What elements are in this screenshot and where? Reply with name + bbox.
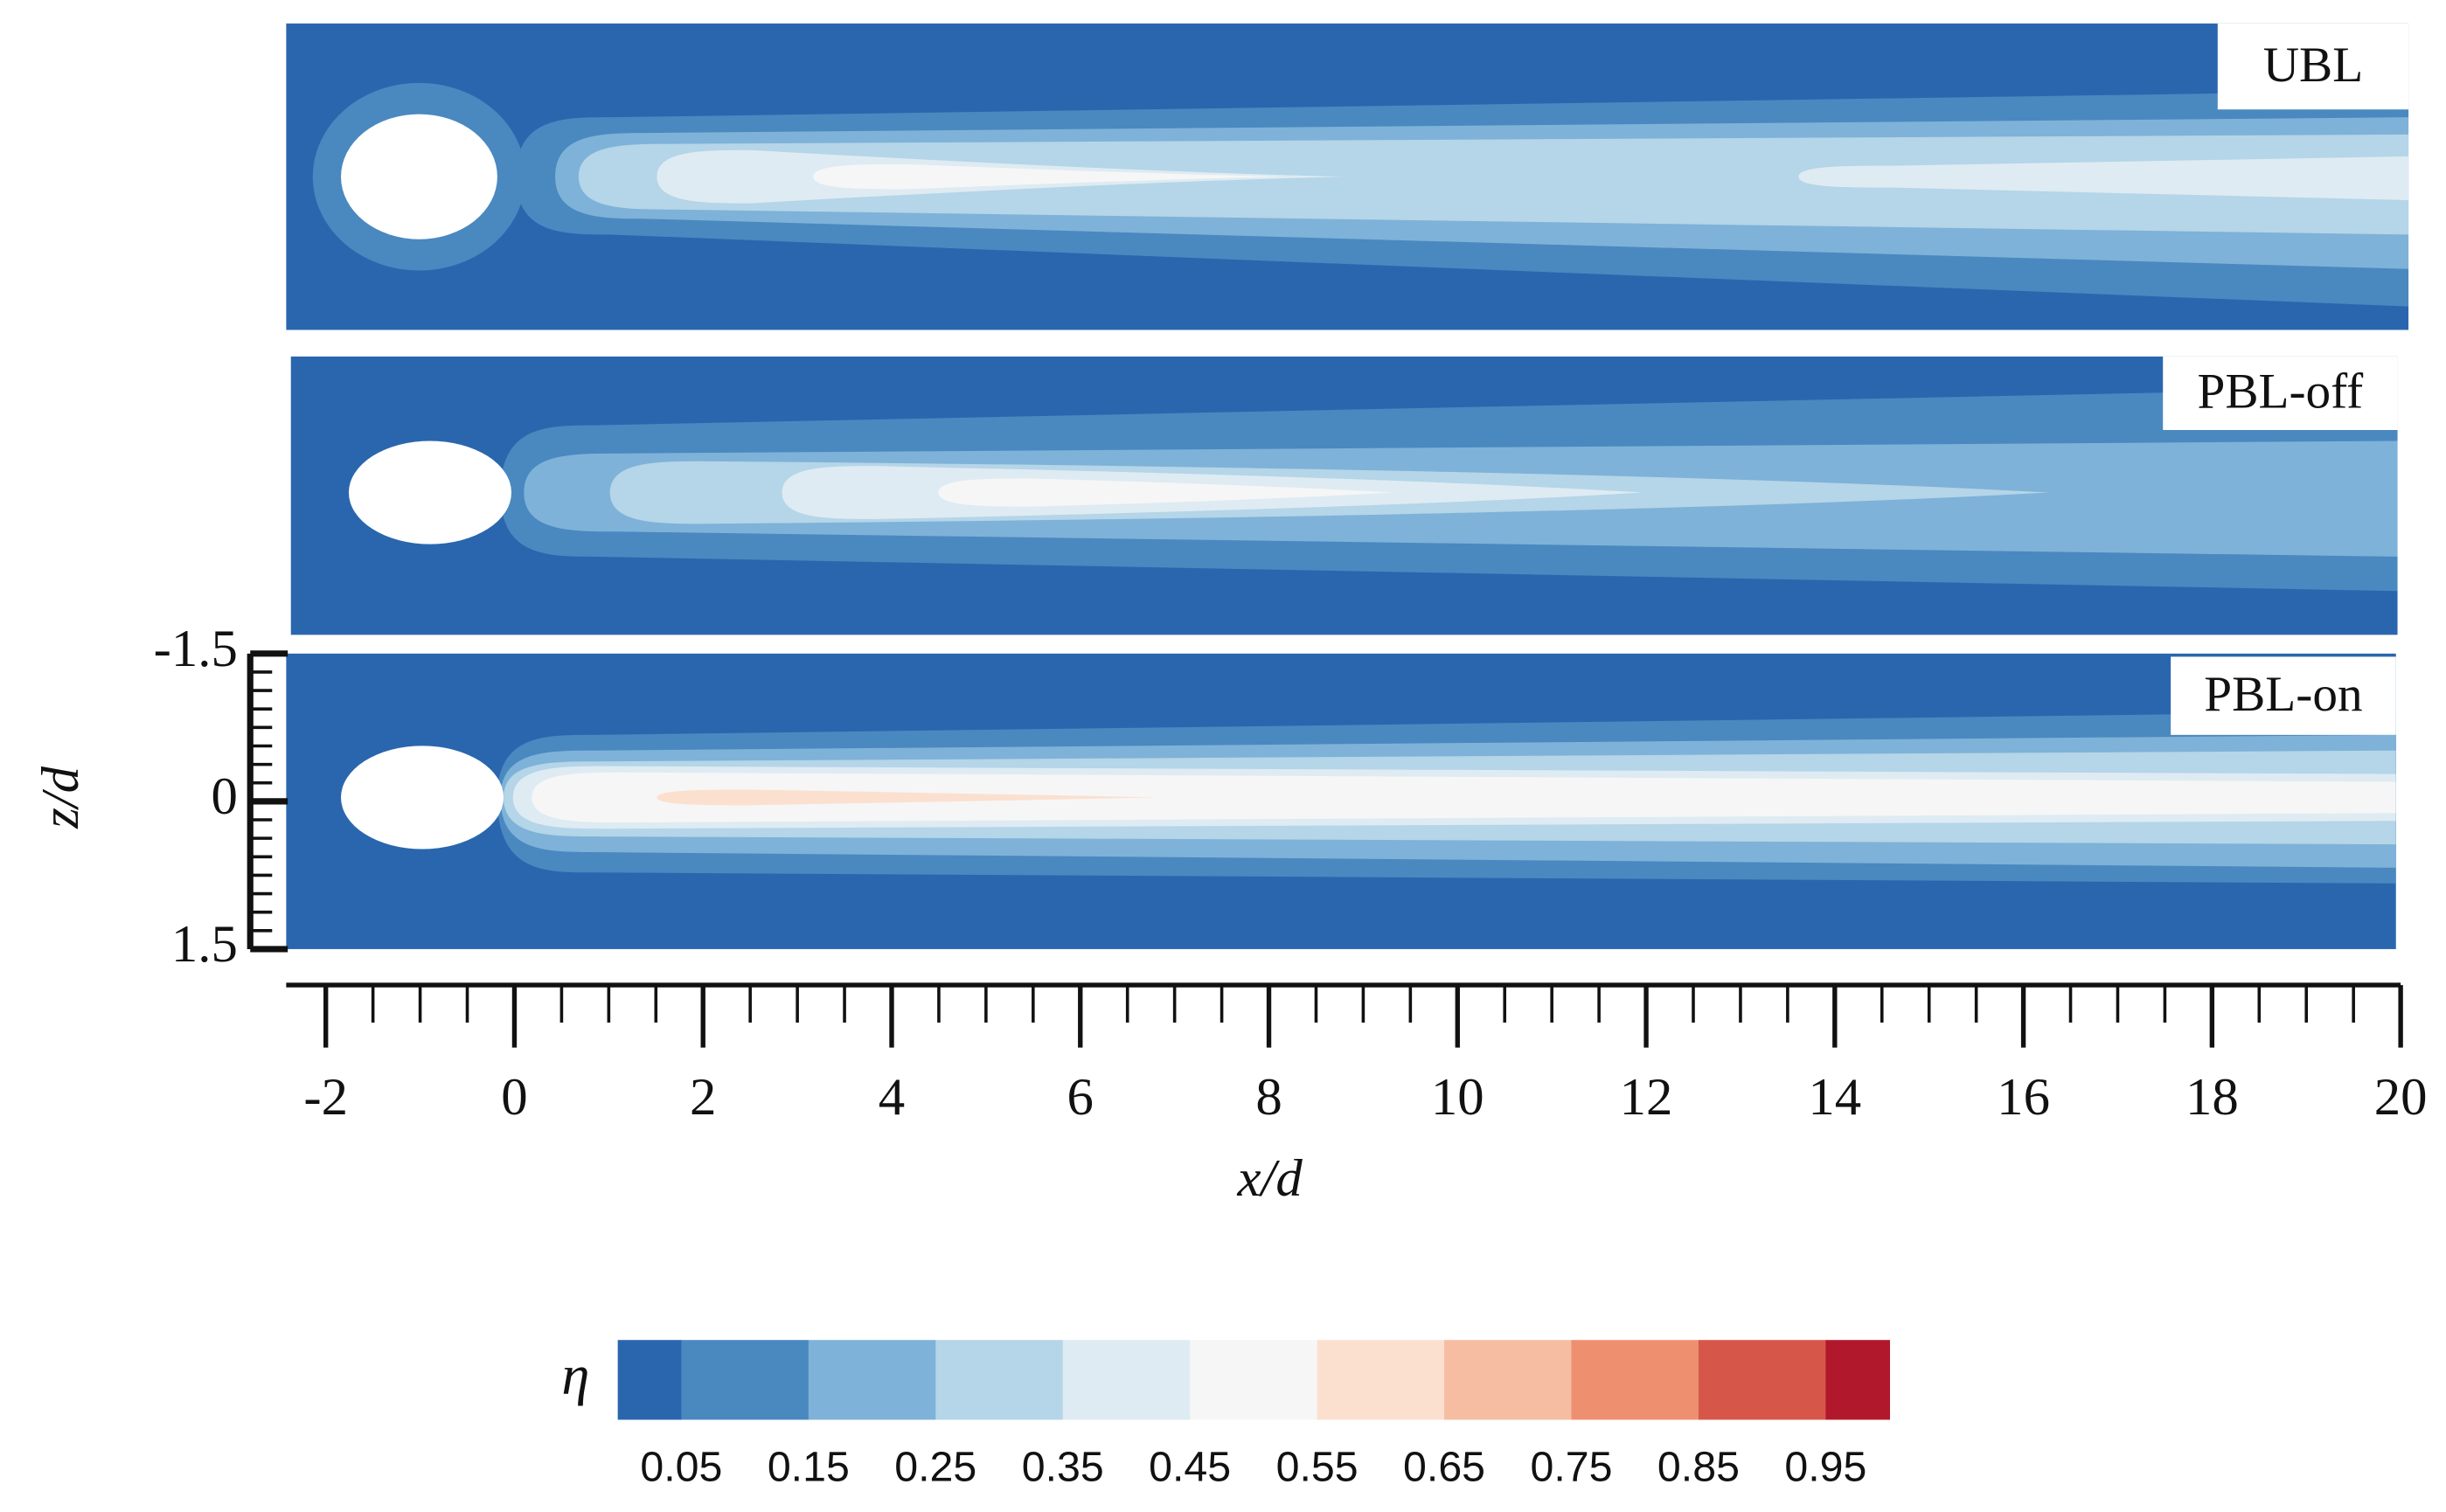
panel-label-box bbox=[2217, 23, 2409, 110]
colorbar-tick-label: 0.65 bbox=[1403, 1443, 1485, 1490]
panel-label: PBL-on bbox=[2204, 667, 2362, 722]
x-tick-label: 14 bbox=[1808, 1068, 1861, 1127]
colorbar-tick-label: 0.75 bbox=[1531, 1443, 1613, 1490]
contour-band bbox=[813, 163, 1282, 190]
x-tick-label: 12 bbox=[1620, 1068, 1673, 1127]
contour-panel: UBL bbox=[286, 23, 2409, 330]
y-tick-label: -1.5 bbox=[154, 620, 238, 678]
colorbar-tick-label: 0.35 bbox=[1022, 1443, 1104, 1490]
colorbar-segment bbox=[1190, 1340, 1318, 1420]
y-axis-label: z/d bbox=[31, 766, 90, 829]
colorbar-tick-label: 0.95 bbox=[1784, 1443, 1866, 1490]
contour-panel: PBL-off bbox=[290, 356, 2398, 635]
panel-label: PBL-off bbox=[2197, 364, 2364, 420]
x-tick-label: 10 bbox=[1431, 1068, 1484, 1127]
colorbar-segment bbox=[1062, 1340, 1192, 1420]
colorbar-tick-label: 0.25 bbox=[894, 1443, 976, 1490]
cylinder bbox=[341, 114, 497, 239]
cylinder bbox=[341, 746, 504, 850]
panel-label-box bbox=[2163, 356, 2398, 430]
contour-bands bbox=[497, 711, 2396, 884]
contour-panel: PBL-on bbox=[286, 653, 2396, 949]
colorbar-segment bbox=[1444, 1340, 1573, 1420]
colorbar-segment bbox=[681, 1340, 810, 1420]
x-tick-label: 18 bbox=[2185, 1068, 2239, 1127]
x-tick-label: -2 bbox=[303, 1068, 348, 1127]
contour-band bbox=[532, 772, 2396, 823]
colorbar-segment bbox=[1317, 1340, 1445, 1420]
y-tick-label: 0 bbox=[212, 767, 238, 826]
contour-band bbox=[578, 134, 2409, 235]
x-tick-label: 6 bbox=[1067, 1068, 1094, 1127]
contour-bands bbox=[312, 82, 2409, 307]
contour-bands bbox=[500, 387, 2398, 592]
x-tick-label: 0 bbox=[501, 1068, 527, 1127]
colorbar-label: η bbox=[561, 1344, 589, 1406]
colorbar-segment bbox=[617, 1340, 683, 1420]
colorbar-segment bbox=[1825, 1340, 1891, 1420]
panel-label-box bbox=[2171, 656, 2396, 735]
colorbar-tick-label: 0.55 bbox=[1276, 1443, 1359, 1490]
colorbar-segment bbox=[1698, 1340, 1827, 1420]
x-tick-label: 4 bbox=[879, 1068, 905, 1127]
colorbar-segment bbox=[935, 1340, 1064, 1420]
colorbar-tick-label: 0.15 bbox=[768, 1443, 850, 1490]
cylinder bbox=[348, 440, 512, 544]
x-tick-label: 2 bbox=[690, 1068, 716, 1127]
colorbar-tick-label: 0.45 bbox=[1149, 1443, 1231, 1490]
x-tick-label: 20 bbox=[2374, 1068, 2428, 1127]
contour-band bbox=[1798, 156, 2409, 200]
contour-band bbox=[938, 478, 1393, 507]
colorbar-tick-label: 0.85 bbox=[1657, 1443, 1740, 1490]
colorbar-tick-label: 0.05 bbox=[640, 1443, 722, 1490]
x-axis-label: x/d bbox=[1237, 1149, 1303, 1208]
colorbar-segment bbox=[808, 1340, 937, 1420]
contour-band bbox=[657, 789, 1157, 806]
colorbar-segment bbox=[1571, 1340, 1699, 1420]
panels: UBL PBL-off PBL-on bbox=[286, 23, 2409, 949]
panel-label: UBL bbox=[2263, 38, 2363, 93]
x-tick-label: 8 bbox=[1255, 1068, 1282, 1127]
x-tick-label: 16 bbox=[1997, 1068, 2050, 1127]
y-tick-label: 1.5 bbox=[171, 915, 238, 974]
